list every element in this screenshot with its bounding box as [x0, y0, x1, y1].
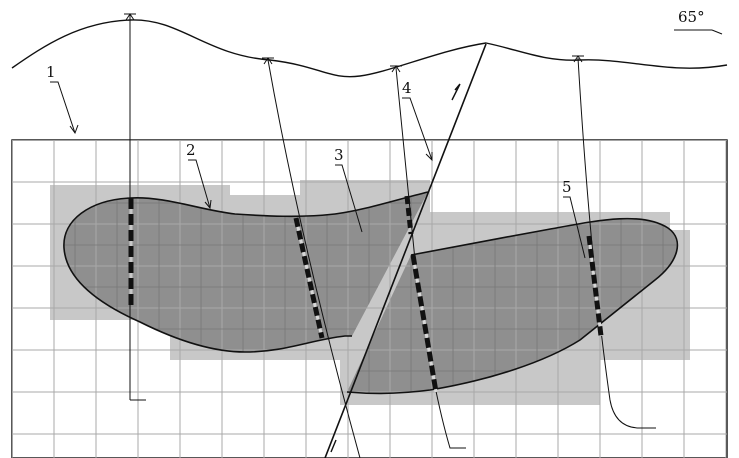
drill-hole-4-collar [572, 55, 584, 63]
drill-hole-3-collar [390, 65, 402, 73]
fault-line [324, 43, 487, 458]
label-3: 3 [334, 146, 344, 164]
label-1: 1 [46, 63, 56, 81]
ore-body-west-top-outline [129, 191, 429, 218]
fault-arrow-lower [330, 439, 337, 453]
drill-hole-1-collar [124, 13, 136, 21]
callouts [50, 81, 586, 259]
drill-hole-2-collar [262, 57, 274, 65]
label-4: 4 [402, 79, 412, 97]
ore-body-west [63, 192, 428, 352]
surface-profile-line [11, 19, 728, 78]
label-2: 2 [186, 141, 196, 159]
block-grid [12, 140, 727, 458]
ore-body-east-outline [346, 217, 679, 395]
ore-body-west-outline [63, 197, 352, 353]
ore-intercepts [128, 195, 604, 393]
fault-arrow-upper [451, 83, 461, 101]
drill-hole-2 [267, 59, 361, 458]
drill-hole-4 [577, 57, 656, 429]
direction-indicator: 65° [674, 8, 723, 35]
direction-label: 65° [678, 8, 705, 26]
label-5: 5 [562, 178, 572, 196]
